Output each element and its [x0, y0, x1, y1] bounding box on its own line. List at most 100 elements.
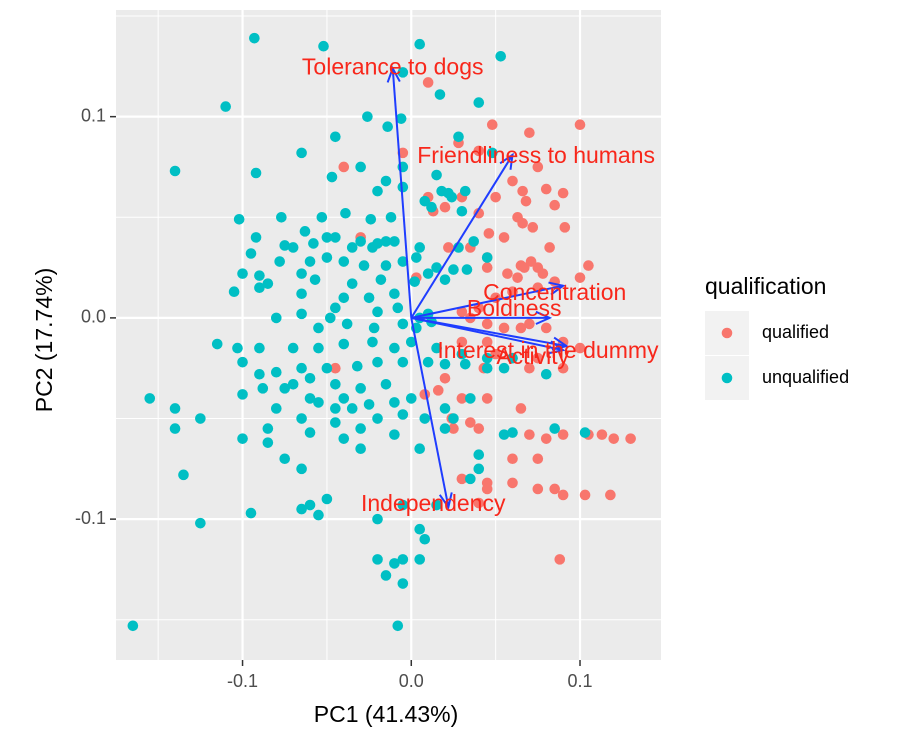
point-qualified	[527, 222, 539, 233]
point-unqualified	[313, 342, 324, 354]
point-unqualified	[468, 236, 480, 247]
point-unqualified	[389, 236, 400, 247]
loading-label: Concentration	[483, 279, 626, 305]
point-unqualified	[431, 262, 442, 273]
point-qualified	[524, 318, 535, 330]
point-qualified	[330, 362, 341, 374]
point-unqualified	[419, 533, 431, 545]
point-unqualified	[220, 101, 231, 112]
point-unqualified	[296, 268, 307, 279]
point-unqualified	[473, 463, 485, 475]
point-unqualified	[448, 413, 459, 424]
point-unqualified	[287, 379, 299, 390]
point-unqualified	[405, 393, 417, 404]
point-unqualified	[276, 211, 287, 223]
point-unqualified	[486, 147, 498, 159]
point-qualified	[439, 201, 451, 213]
point-unqualified	[318, 40, 329, 52]
point-qualified	[525, 256, 537, 267]
point-unqualified	[380, 236, 392, 247]
panel-background	[116, 10, 661, 660]
point-unqualified	[355, 443, 366, 454]
point-qualified	[507, 477, 518, 489]
scatter-points	[127, 32, 636, 632]
legend: qualification qualified unqualified	[705, 273, 849, 400]
point-qualified	[557, 362, 569, 374]
point-unqualified	[368, 322, 380, 334]
point-qualified	[507, 175, 518, 187]
point-unqualified	[287, 342, 299, 354]
point-unqualified	[254, 282, 265, 294]
point-unqualified	[439, 358, 451, 370]
point-unqualified	[262, 423, 274, 434]
point-unqualified	[409, 276, 420, 287]
loading-arrow	[410, 317, 453, 510]
point-qualified	[486, 119, 498, 131]
loading-arrow-head	[438, 492, 453, 510]
loading-label: Tolerance to dogs	[302, 53, 484, 79]
legend-entry-qualified: qualified	[705, 311, 829, 355]
point-unqualified	[375, 274, 387, 285]
point-unqualified	[257, 383, 269, 394]
point-unqualified	[372, 413, 383, 424]
point-unqualified	[439, 403, 451, 414]
point-qualified	[456, 393, 468, 404]
point-unqualified	[414, 554, 426, 565]
point-unqualified	[338, 292, 350, 304]
point-qualified	[532, 483, 544, 495]
loading-arrow	[386, 65, 413, 318]
point-unqualified	[250, 232, 262, 243]
point-qualified	[456, 306, 468, 318]
point-qualified	[517, 185, 528, 197]
loading-arrow-shaft	[411, 284, 564, 319]
point-unqualified	[411, 252, 422, 263]
point-unqualified	[380, 175, 392, 187]
point-qualified	[559, 222, 571, 233]
point-unqualified	[397, 67, 409, 78]
y-tick-label: -0.1	[75, 508, 106, 528]
point-unqualified	[232, 342, 243, 354]
point-unqualified	[195, 413, 206, 424]
point-unqualified	[313, 509, 324, 521]
point-unqualified	[296, 503, 307, 515]
point-unqualified	[431, 169, 442, 181]
loading-label: Activity	[496, 343, 569, 369]
series-unqualified	[127, 32, 591, 632]
loading-arrow-head	[386, 65, 401, 83]
point-unqualified	[296, 288, 307, 300]
loading-arrow-head	[548, 340, 566, 355]
point-unqualified	[419, 195, 431, 207]
point-unqualified	[254, 270, 265, 281]
point-qualified	[502, 268, 513, 279]
point-qualified	[549, 199, 560, 211]
point-unqualified	[439, 274, 451, 285]
point-unqualified	[346, 242, 358, 253]
loading-arrow-shaft	[391, 68, 413, 318]
point-unqualified	[498, 429, 510, 440]
point-unqualified	[397, 578, 409, 589]
point-unqualified	[299, 226, 311, 237]
point-unqualified	[372, 554, 383, 565]
loading-label: Independency	[361, 490, 506, 516]
point-unqualified	[330, 131, 341, 143]
legend-marker	[721, 327, 733, 339]
point-unqualified	[362, 111, 373, 122]
point-unqualified	[498, 362, 510, 374]
point-qualified	[512, 272, 523, 283]
point-qualified	[490, 348, 501, 360]
point-qualified	[483, 228, 495, 239]
point-unqualified	[422, 356, 434, 368]
loading-arrow	[410, 152, 514, 319]
point-unqualified	[279, 383, 291, 394]
point-unqualified	[330, 417, 341, 428]
point-unqualified	[346, 403, 358, 414]
point-qualified	[481, 318, 493, 330]
point-unqualified	[270, 403, 282, 414]
point-unqualified	[481, 352, 493, 364]
point-unqualified	[414, 242, 426, 253]
point-unqualified	[481, 252, 493, 263]
point-qualified	[432, 385, 444, 396]
point-qualified	[574, 272, 586, 283]
plot-panel	[116, 10, 661, 660]
